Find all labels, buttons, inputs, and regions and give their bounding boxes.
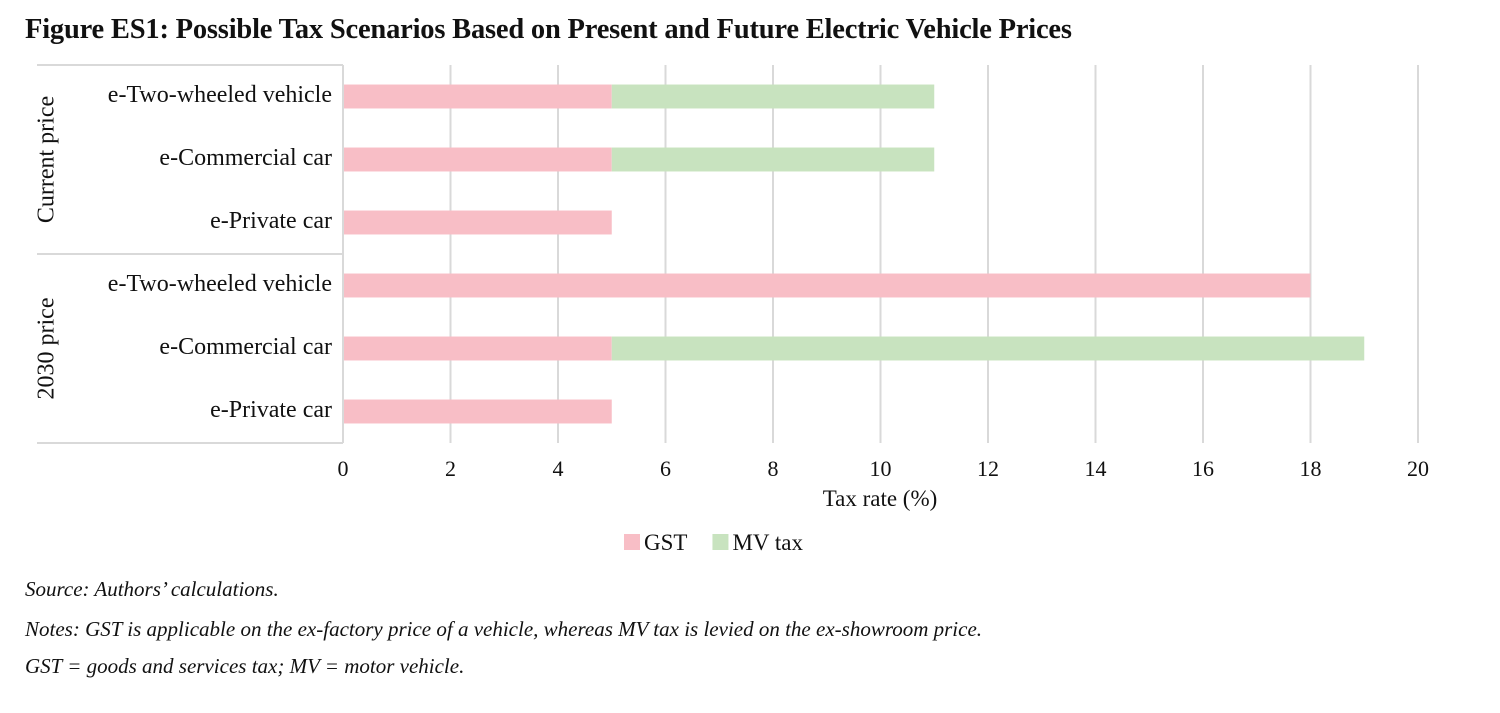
x-tick-label: 16 xyxy=(1192,456,1214,481)
legend-label: MV tax xyxy=(732,530,803,555)
x-tick-label: 20 xyxy=(1407,456,1429,481)
bar-chart: e-Two-wheeled vehicle e-Commercial car e-P… xyxy=(34,64,1430,555)
source-note: Source: Authors’ calculations. xyxy=(25,577,279,601)
notes-text: Notes: GST is applicable on the ex-facto… xyxy=(25,617,983,641)
legend-label: GST xyxy=(644,530,687,555)
bar-mv-tax xyxy=(611,84,935,109)
x-tick-label: 8 xyxy=(768,456,779,481)
category-label: e-Commercial car xyxy=(159,334,332,360)
legend: GST MV tax xyxy=(624,530,803,555)
bar-gst xyxy=(343,210,612,235)
bars xyxy=(343,84,1365,424)
category-label: e-Two-wheeled vehicle xyxy=(108,271,332,297)
category-label: e-Private car xyxy=(210,397,332,423)
x-tick-labels: 0 2 4 6 8 10 12 14 16 18 20 xyxy=(338,456,1430,481)
x-tick-label: 0 xyxy=(338,456,349,481)
bar-mv-tax xyxy=(611,147,935,172)
group-labels: Current price 2030 price xyxy=(34,96,60,400)
axes xyxy=(37,64,344,444)
abbreviations-note: GST = goods and services tax; MV = motor… xyxy=(25,654,465,678)
category-labels: e-Two-wheeled vehicle e-Commercial car e-P… xyxy=(108,82,332,423)
x-axis-label: Tax rate (%) xyxy=(823,486,938,511)
bar-gst xyxy=(343,147,612,172)
group-label: 2030 price xyxy=(34,298,60,400)
category-label: e-Two-wheeled vehicle xyxy=(108,82,332,108)
x-tick-label: 6 xyxy=(660,456,671,481)
bar-gst xyxy=(343,399,612,424)
x-tick-label: 18 xyxy=(1300,456,1322,481)
x-tick-label: 12 xyxy=(977,456,999,481)
x-tick-label: 2 xyxy=(445,456,456,481)
legend-swatch xyxy=(624,534,640,550)
bar-gst xyxy=(343,84,612,109)
bar-gst xyxy=(343,273,1311,298)
legend-swatch xyxy=(712,534,729,550)
gridlines xyxy=(449,65,1419,443)
category-label: e-Commercial car xyxy=(159,145,332,171)
x-tick-label: 10 xyxy=(870,456,892,481)
bar-mv-tax xyxy=(611,336,1365,361)
x-tick-label: 4 xyxy=(553,456,564,481)
chart-title: Figure ES1: Possible Tax Scenarios Based… xyxy=(25,14,1072,45)
x-tick-label: 14 xyxy=(1085,456,1107,481)
group-label: Current price xyxy=(34,96,60,223)
bar-gst xyxy=(343,336,612,361)
category-label: e-Private car xyxy=(210,208,332,234)
